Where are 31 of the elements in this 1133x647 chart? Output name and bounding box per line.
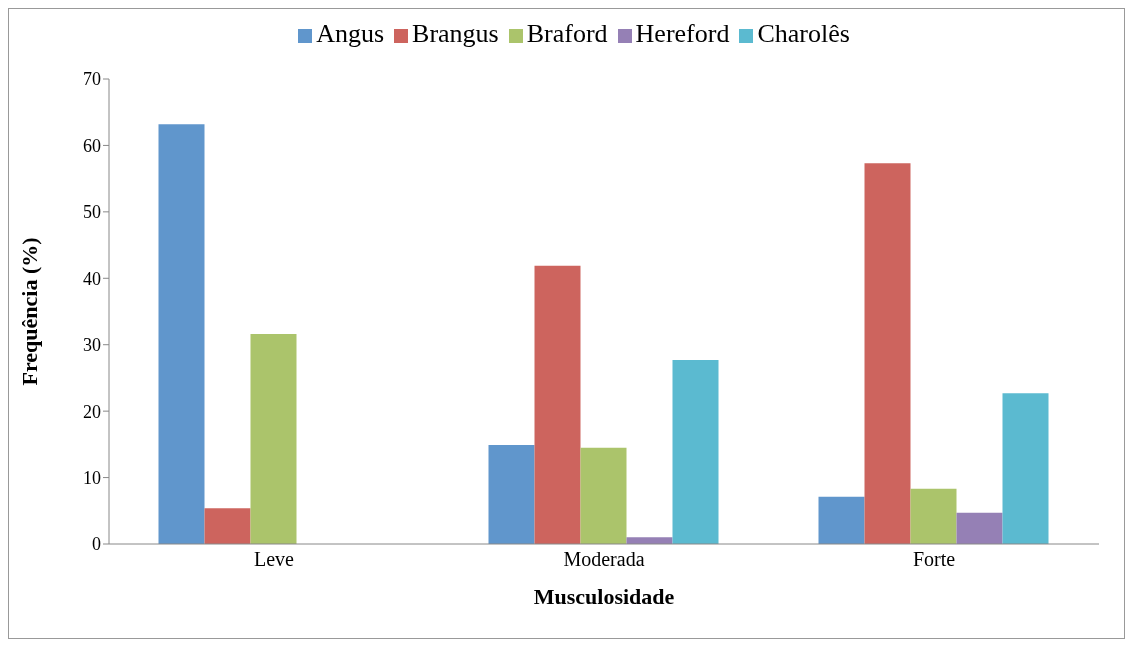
x-tick-label: Leve [254, 548, 295, 571]
bar [204, 508, 251, 544]
y-tick-label: 40 [83, 268, 101, 289]
bar [488, 445, 535, 544]
bar [956, 512, 1003, 544]
legend-label: Angus [316, 19, 385, 48]
bar [864, 163, 911, 544]
bar [580, 447, 627, 544]
y-tick-label: 0 [92, 534, 101, 555]
bar [672, 359, 719, 544]
y-tick-label: 10 [83, 467, 101, 488]
y-tick-label: 70 [83, 69, 101, 90]
y-tick-label: 60 [83, 135, 101, 156]
x-tick-label: Moderada [563, 548, 645, 571]
bar [534, 265, 581, 544]
legend-label: Braford [526, 19, 608, 48]
bar [626, 537, 673, 544]
y-axis-title: Frequência (%) [16, 237, 42, 386]
legend-label: Hereford [635, 19, 730, 48]
bar [250, 334, 297, 544]
bar [1002, 393, 1049, 544]
x-axis-title: Musculosidade [533, 584, 675, 609]
y-tick-label: 50 [83, 202, 101, 223]
y-tick-label: 30 [83, 335, 101, 356]
legend-label: Charolês [757, 19, 850, 48]
bar [910, 488, 957, 544]
legend-label: Brangus [412, 19, 499, 48]
y-tick-label: 20 [83, 401, 101, 422]
x-tick-label: Forte [912, 548, 956, 571]
bar [818, 496, 865, 544]
bar [158, 124, 205, 544]
